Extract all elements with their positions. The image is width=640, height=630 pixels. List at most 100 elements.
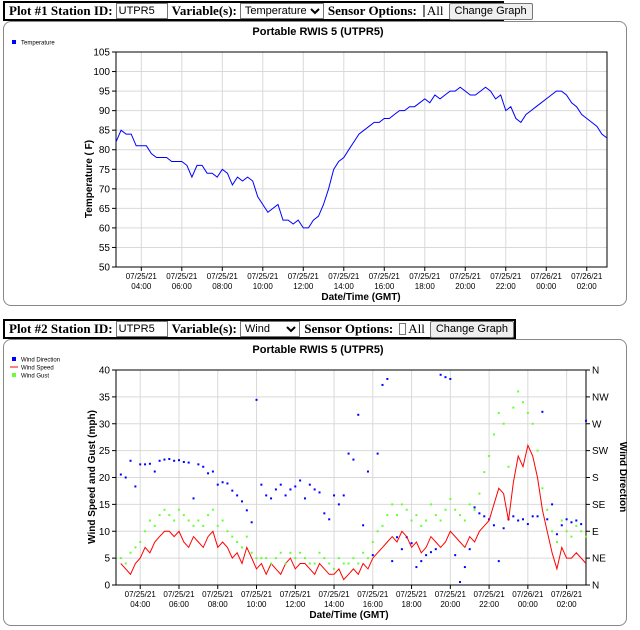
plot2-series-wind-gust-point — [512, 406, 515, 409]
plot2-series-wind-gust-point — [221, 519, 224, 522]
plot1-xtick-time: 16:00 — [374, 282, 395, 291]
plot2-series-wind-direction-point — [454, 554, 457, 557]
plot1-panel: Portable RWIS 5 (UTPR5) Date/Time (GMT) … — [3, 21, 627, 306]
plot2-series-wind-direction-point — [492, 524, 495, 527]
plot2-series-wind-direction-point — [265, 494, 268, 497]
plot2-series-wind-direction-point — [226, 482, 229, 485]
plot2-ytick-label: 35 — [99, 392, 111, 403]
plot2-series-wind-gust-point — [313, 562, 316, 565]
plot2-ytick-label: 25 — [99, 446, 111, 457]
plot2-series-wind-direction-point — [396, 536, 399, 539]
plot2-series-wind-gust-point — [303, 557, 306, 560]
plot1-xtick-date: 07/26/21 — [531, 272, 563, 281]
plot2-series-wind-direction-point — [536, 515, 539, 518]
plot2-y2tick-label: N — [592, 581, 599, 592]
plot2-series-wind-direction-point — [463, 566, 466, 569]
plot2-xtick-date: 07/25/21 — [357, 590, 389, 599]
plot2-series-wind-direction-point — [240, 500, 243, 503]
plot2-series-wind-direction-point — [270, 497, 273, 500]
plot2-series-wind-gust-point — [555, 541, 558, 543]
plot2-y2tick-label: E — [592, 527, 599, 538]
plot2-series-wind-direction-point — [236, 494, 239, 497]
plot2-series-wind-gust-point — [207, 514, 210, 517]
plot2-ytick-label: 40 — [99, 366, 111, 377]
plot2-series-wind-gust-point — [405, 508, 408, 511]
plot2-change-graph-button[interactable]: Change Graph — [429, 320, 514, 338]
plot2-series-wind-gust-point — [265, 557, 268, 560]
plot2-series-wind-gust-point — [459, 514, 462, 517]
plot2-series-wind-direction-point — [473, 506, 476, 509]
plot2-series-wind-gust-point — [429, 503, 432, 506]
plot2-series-wind-direction-point — [279, 483, 282, 486]
plot2-y2tick-label: NE — [592, 554, 606, 565]
plot2-series-wind-direction-point — [303, 497, 306, 500]
plot1-xtick-time: 22:00 — [496, 282, 517, 291]
plot2-series-wind-gust-point — [250, 551, 253, 554]
plot2-series-wind-direction-point — [415, 566, 418, 569]
plot1-xtick-time: 06:00 — [172, 282, 193, 291]
plot2-series-wind-gust-point — [473, 508, 476, 511]
plot1-station-id-input[interactable] — [115, 3, 168, 19]
plot2-plot-area — [115, 369, 587, 586]
plot2-all-label: All — [408, 321, 425, 336]
plot1-sensor-label: Sensor Options: — [327, 3, 417, 18]
plot2-series-wind-gust-point — [240, 546, 243, 549]
plot2-series-wind-direction-point — [148, 462, 151, 465]
plot2-xtick-date: 07/25/21 — [163, 590, 195, 599]
plot2-series-wind-direction-point — [420, 560, 423, 563]
plot2-series-wind-gust-point — [536, 449, 539, 452]
plot2-series-wind-direction-point — [313, 488, 316, 491]
plot2-variable-label: Variable(s): — [171, 321, 237, 336]
plot2-series-wind-gust-point — [507, 465, 510, 468]
plot1-variable-select[interactable]: Temperature — [239, 3, 324, 19]
plot2-y2tick-label: S — [592, 473, 599, 484]
plot2-series-wind-direction-point — [129, 459, 132, 462]
plot2-toolbar: Plot #2 Station ID: Variable(s): Wind Se… — [3, 319, 516, 339]
plot2-series-wind-direction-point — [158, 459, 161, 462]
plot2-series-wind-gust-point — [177, 508, 180, 511]
plot2-y2tick-label: SE — [592, 500, 606, 511]
plot2-series-wind-direction-point — [216, 483, 219, 486]
plot2-panel: Portable RWIS 5 (UTPR5) Date/Time (GMT) … — [3, 339, 627, 626]
plot2-station-id-input[interactable] — [115, 321, 168, 337]
plot1-xtick-date: 07/25/21 — [490, 272, 522, 281]
plot2-y2tick-label: W — [592, 419, 602, 430]
plot2-series-wind-direction-point — [386, 377, 389, 380]
plot2-ytick-label: 15 — [99, 500, 111, 511]
plot2-xtick-time: 06:00 — [169, 600, 190, 609]
plot1-xtick-time: 18:00 — [415, 282, 436, 291]
plot2-xtick-time: 10:00 — [246, 600, 267, 609]
plot2-series-wind-direction-point — [371, 554, 374, 557]
plot2-series-wind-gust-point — [245, 535, 248, 538]
plot2-series-wind-gust-point — [585, 535, 587, 538]
plot2-series-wind-direction-point — [192, 497, 195, 500]
plot2-series-wind-direction-point — [168, 457, 171, 460]
plot1-xtick-date: 07/25/21 — [409, 272, 441, 281]
plot2-series-wind-direction-point — [541, 410, 544, 413]
plot2-series-wind-gust-point — [342, 562, 345, 565]
plot2-series-wind-direction-point — [502, 527, 505, 530]
plot2-ytick-label: 10 — [99, 527, 111, 538]
plot2-series-wind-gust-point — [197, 519, 200, 522]
plot2-series-wind-gust-point — [560, 519, 563, 522]
plot2-series-wind-gust-point — [308, 562, 311, 565]
plot2-series-wind-direction-point — [400, 548, 403, 551]
plot2-series-wind-gust-point — [362, 551, 365, 554]
plot2-series-wind-gust-point — [420, 524, 423, 527]
plot1-all-checkbox[interactable] — [422, 5, 425, 17]
plot2-series-wind-direction-point — [124, 476, 127, 479]
plot2-xtick-time: 04:00 — [130, 600, 151, 609]
plot2-series-wind-gust-point — [231, 535, 234, 538]
plot2-series-wind-direction-point — [357, 413, 360, 416]
plot1-xtick-date: 07/25/21 — [166, 272, 198, 281]
plot1-station-label: Plot #1 Station ID: — [9, 3, 113, 18]
plot2-series-wind-gust-point — [163, 508, 166, 511]
plot2-series-wind-gust-point — [347, 562, 350, 565]
plot1-change-graph-button[interactable]: Change Graph — [448, 2, 533, 20]
plot2-variable-select[interactable]: Wind — [239, 321, 301, 337]
plot1-xtick-time: 10:00 — [253, 282, 274, 291]
plot1-xtick-date: 07/25/21 — [247, 272, 279, 281]
plot2-series-wind-direction-point — [381, 383, 384, 386]
plot2-all-checkbox[interactable] — [399, 323, 407, 335]
plot2-series-wind-direction-legend-swatch — [12, 357, 16, 361]
